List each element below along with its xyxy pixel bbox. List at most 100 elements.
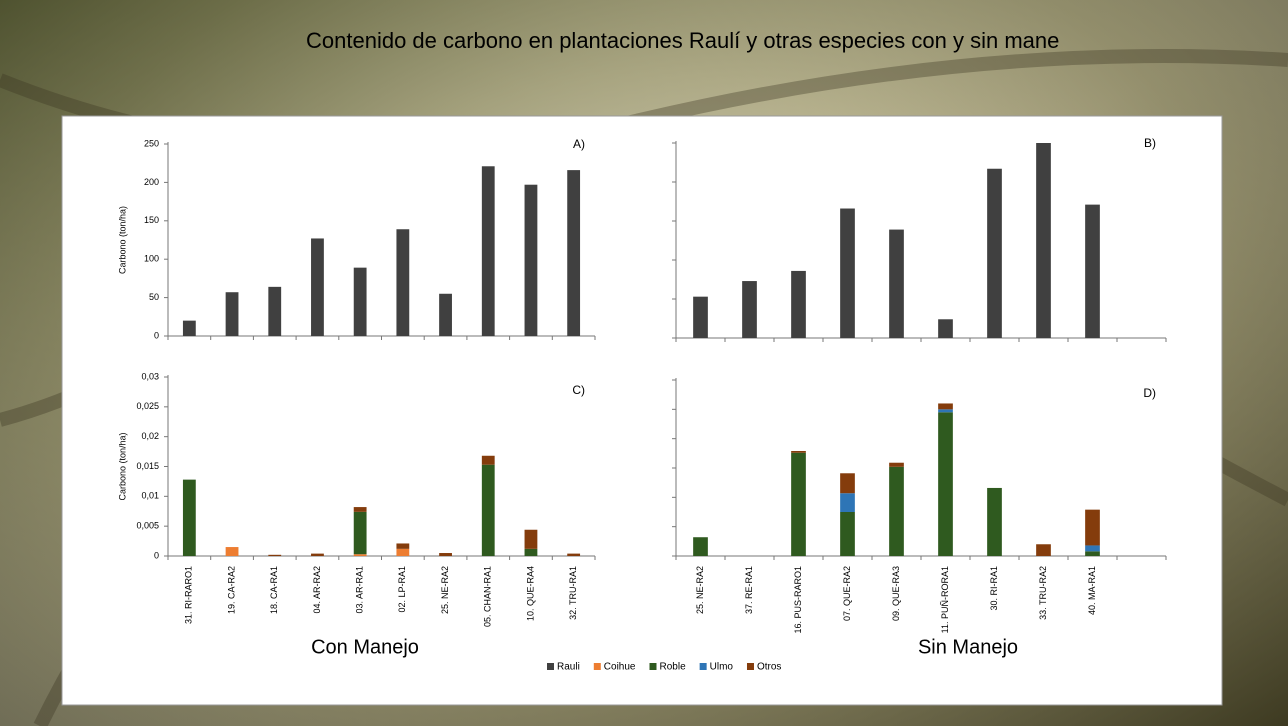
bar-segment: [791, 453, 806, 556]
y-tick-label: 50: [149, 292, 159, 302]
legend-label: Ulmo: [710, 662, 734, 673]
bar-segment: [1085, 545, 1100, 551]
x-tick-label: 11. PUÑ-RORA1: [940, 566, 950, 633]
bar-segment: [889, 467, 904, 556]
bar-segment: [840, 493, 855, 512]
bar-segment: [482, 456, 495, 465]
bar-segment: [567, 554, 580, 556]
bar: [525, 185, 538, 336]
bar: [987, 169, 1002, 338]
legend-label: Roble: [660, 662, 687, 673]
x-tick-label: 05. CHAN-RA1: [483, 566, 493, 627]
bar-segment: [354, 507, 367, 512]
x-tick-label: 19. CA-RA2: [226, 566, 236, 614]
bar-segment: [1085, 510, 1100, 546]
x-tick-label: 37. RE-RA1: [744, 566, 754, 614]
bar-segment: [482, 465, 495, 556]
x-tick-label: 25. NE-RA2: [695, 566, 705, 614]
panel-label: B): [1144, 136, 1156, 150]
bar-segment: [226, 547, 239, 556]
x-tick-label: 32. TRU-RA1: [568, 566, 578, 620]
x-tick-label: 40. MA-RA1: [1087, 566, 1097, 615]
bar-segment: [840, 473, 855, 493]
y-axis-label: Carbono (ton/ha): [117, 206, 127, 274]
x-tick-label: 02. LP-RA1: [397, 566, 407, 613]
bar-segment: [840, 512, 855, 556]
y-tick-label: 0,025: [136, 401, 159, 411]
bar-segment: [525, 530, 538, 549]
y-tick-label: 0,01: [141, 491, 159, 501]
x-tick-label: 04. AR-RA2: [312, 566, 322, 614]
bar-segment: [396, 549, 409, 556]
bar-segment: [1085, 551, 1100, 556]
x-tick-label: 16. PUS-RARO1: [793, 566, 803, 634]
x-tick-label: 18. CA-RA1: [269, 566, 279, 614]
group-label: Sin Manejo: [918, 636, 1018, 658]
x-tick-label: 09. QUE-RA3: [891, 566, 901, 621]
legend-label: Otros: [757, 662, 781, 673]
bar: [742, 281, 757, 338]
bar-segment: [791, 451, 806, 453]
bar-segment: [693, 537, 708, 556]
legend-swatch: [547, 663, 554, 670]
legend-swatch: [594, 663, 601, 670]
bar: [354, 268, 367, 336]
bar-segment: [183, 480, 196, 556]
y-tick-label: 0: [154, 550, 159, 560]
y-tick-label: 0,03: [141, 371, 159, 381]
x-tick-label: 30. RI-RA1: [989, 566, 999, 611]
y-tick-label: 0,015: [136, 461, 159, 471]
bar-segment: [938, 409, 953, 412]
bar: [1036, 143, 1051, 338]
y-tick-label: 0,005: [136, 521, 159, 531]
bar: [791, 271, 806, 338]
bar: [938, 319, 953, 338]
bar: [693, 297, 708, 338]
legend-label: Rauli: [557, 662, 580, 673]
y-tick-label: 250: [144, 138, 159, 148]
bar-segment: [439, 553, 452, 556]
y-tick-label: 100: [144, 254, 159, 264]
x-tick-label: 07. QUE-RA2: [842, 566, 852, 621]
bar: [889, 230, 904, 338]
bar-segment: [311, 554, 324, 556]
bar: [268, 287, 281, 336]
bar: [840, 209, 855, 338]
slide: Contenido de carbono en plantaciones Rau…: [0, 0, 1288, 726]
bar: [439, 294, 452, 336]
y-tick-label: 0,02: [141, 431, 159, 441]
bar-segment: [987, 488, 1002, 556]
panel-label: A): [573, 137, 585, 151]
bar-segment: [1036, 544, 1051, 556]
slide-title: Contenido de carbono en plantaciones Rau…: [306, 28, 1059, 53]
bar-segment: [938, 403, 953, 409]
x-tick-label: 03. AR-RA1: [355, 566, 365, 614]
bar: [1085, 205, 1100, 338]
y-tick-label: 200: [144, 177, 159, 187]
bar: [183, 321, 196, 336]
bar-segment: [354, 512, 367, 554]
x-tick-label: 31. RI-RARO1: [184, 566, 194, 624]
bar: [311, 238, 324, 336]
legend-label: Coihue: [604, 662, 636, 673]
legend-swatch: [700, 663, 707, 670]
x-tick-label: 10. QUE-RA4: [525, 566, 535, 621]
bar: [567, 170, 580, 336]
y-tick-label: 150: [144, 215, 159, 225]
bar-segment: [525, 549, 538, 556]
bar-segment: [938, 412, 953, 556]
bar-segment: [268, 555, 281, 556]
y-tick-label: 0: [154, 330, 159, 340]
y-axis-label: Carbono (ton/ha): [117, 432, 127, 500]
legend-swatch: [650, 663, 657, 670]
bar-segment: [889, 463, 904, 467]
legend-swatch: [747, 663, 754, 670]
x-tick-label: 33. TRU-RA2: [1038, 566, 1048, 620]
bar-segment: [354, 554, 367, 556]
panel-label: D): [1143, 386, 1156, 400]
bar: [482, 166, 495, 336]
bar: [226, 292, 239, 336]
bar: [396, 229, 409, 336]
group-label: Con Manejo: [311, 636, 419, 658]
bar-segment: [396, 543, 409, 548]
